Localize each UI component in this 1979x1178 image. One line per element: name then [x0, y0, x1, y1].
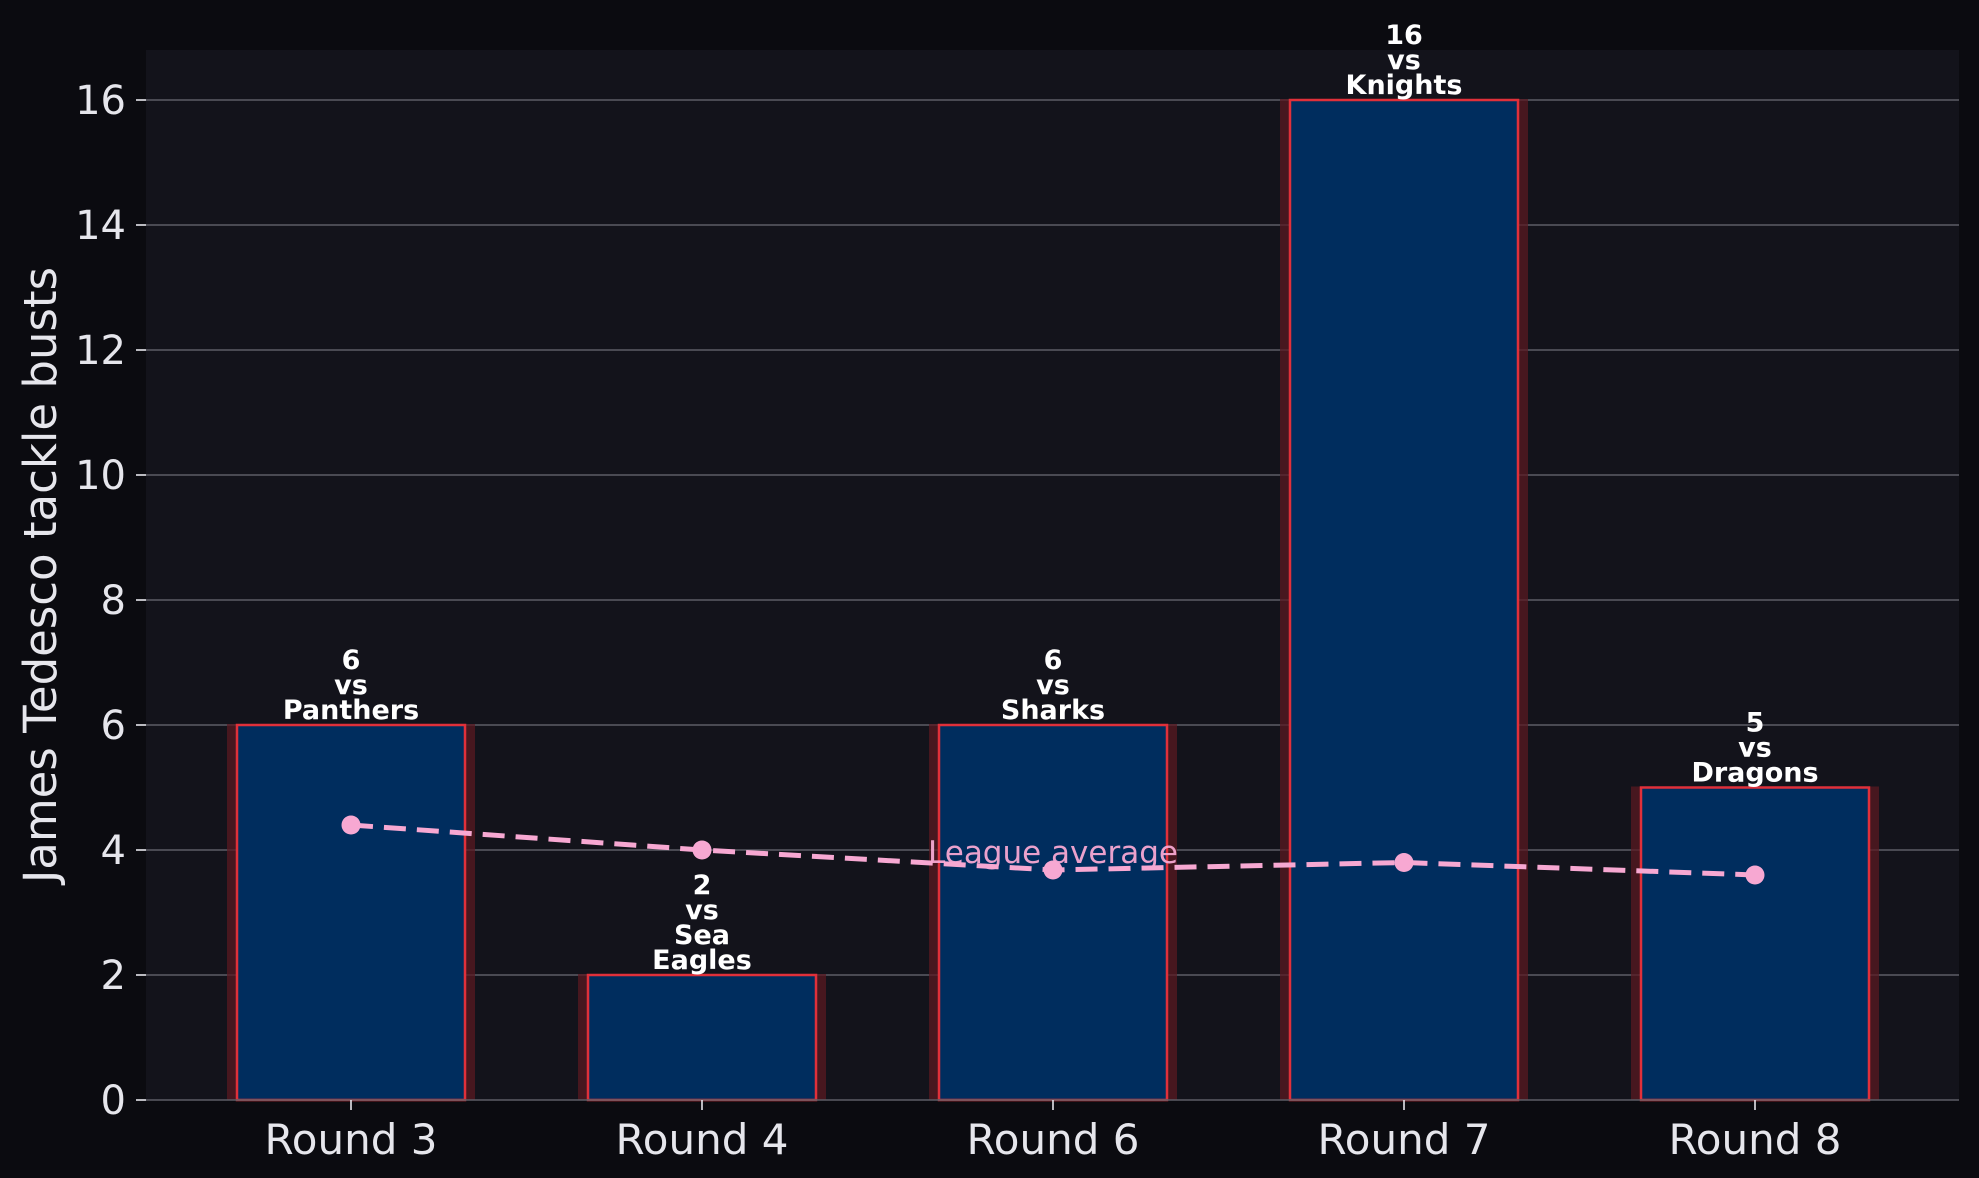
bar-label: Panthers — [283, 695, 419, 726]
x-tick-label: Round 8 — [1669, 1115, 1842, 1164]
y-tick-label: 12 — [75, 328, 126, 374]
bar-labels: 6vsPanthers2vsSeaEagles6vsSharks16vsKnig… — [283, 20, 1819, 976]
bar-label: vs — [334, 670, 368, 701]
average-point — [1394, 853, 1414, 872]
bar-label: Dragons — [1691, 758, 1818, 789]
y-tick-label: 4 — [101, 828, 126, 874]
y-tick-label: 0 — [101, 1078, 126, 1124]
x-tick-label: Round 3 — [265, 1115, 438, 1164]
average-point — [692, 840, 712, 860]
y-tick-label: 14 — [75, 203, 126, 249]
average-point — [1745, 865, 1765, 885]
average-point — [1043, 860, 1063, 880]
bar — [1288, 98, 1520, 1102]
bar-label: 5 — [1746, 708, 1765, 739]
bar-label: Knights — [1346, 70, 1463, 101]
y-tick-label: 8 — [101, 578, 126, 624]
bar-label: 16 — [1385, 20, 1423, 51]
bar-label: Eagles — [652, 945, 752, 976]
bar-label: Sea — [674, 920, 730, 951]
y-tick-label: 10 — [75, 453, 126, 499]
bars — [227, 98, 1879, 1102]
bar-label: vs — [1036, 670, 1070, 701]
average-line: League average — [341, 815, 1765, 885]
bar — [586, 973, 818, 1102]
bar-label: vs — [1738, 733, 1772, 764]
x-tick-label: Round 7 — [1318, 1115, 1491, 1164]
bar-label: 2 — [693, 870, 712, 901]
bar-label: 6 — [342, 645, 361, 676]
y-tick-label: 2 — [101, 953, 126, 999]
axes: 0 2 4 6 8 10 12 14 16 Round 3 Round 4 Round 6 Round … — [75, 78, 1959, 1164]
bar — [235, 723, 467, 1102]
bar-label: 6 — [1044, 645, 1063, 676]
x-tick-label: Round 6 — [967, 1115, 1140, 1164]
y-tick-label: 6 — [101, 703, 126, 749]
bar-label: vs — [685, 895, 719, 926]
bar — [1639, 786, 1871, 1102]
average-point — [341, 815, 361, 835]
x-tick-label: Round 4 — [616, 1115, 789, 1164]
y-axis-label: James Tedesco tackle busts — [14, 267, 67, 886]
bar-label: vs — [1387, 45, 1421, 76]
average-line-label: League average — [928, 835, 1178, 871]
bar-label: Sharks — [1001, 695, 1105, 726]
bar — [937, 723, 1169, 1102]
y-tick-label: 16 — [75, 78, 126, 124]
